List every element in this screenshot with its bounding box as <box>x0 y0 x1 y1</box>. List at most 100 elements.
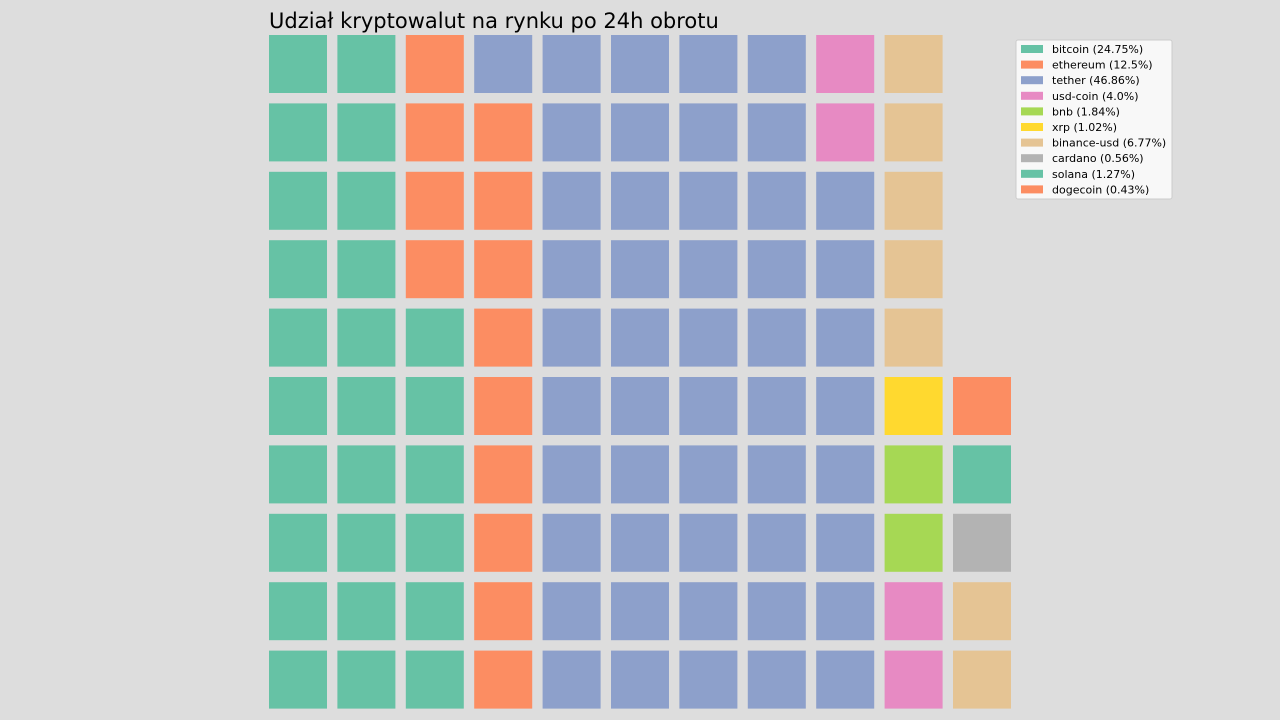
waffle-cell-bitcoin <box>337 240 396 299</box>
waffle-cell-bitcoin <box>405 650 464 709</box>
waffle-cell-usd-coin <box>816 103 875 162</box>
waffle-cell-bnb <box>884 445 943 504</box>
waffle-cell-binance-usd <box>953 650 1011 709</box>
legend-swatch-usd-coin <box>1021 91 1043 100</box>
waffle-cell-tether <box>816 240 875 299</box>
legend-label-bnb: bnb (1.84%) <box>1052 105 1120 118</box>
waffle-cell-bitcoin <box>269 103 327 162</box>
waffle-cell-solana <box>953 445 1011 504</box>
waffle-cell-tether <box>542 513 601 572</box>
waffle-cell-tether <box>611 103 669 162</box>
waffle-cell-binance-usd <box>953 582 1011 641</box>
waffle-cell-tether <box>611 650 669 709</box>
waffle-cell-ethereum <box>405 103 464 162</box>
legend-label-bitcoin: bitcoin (24.75%) <box>1052 43 1143 56</box>
legend-label-usd-coin: usd-coin (4.0%) <box>1052 90 1139 103</box>
waffle-cell-tether <box>542 308 601 367</box>
waffle-cell-tether <box>816 171 875 230</box>
waffle-cell-binance-usd <box>884 171 943 230</box>
waffle-cell-ethereum <box>405 171 464 230</box>
waffle-cell-bitcoin <box>269 582 327 641</box>
waffle-cell-bitcoin <box>405 308 464 367</box>
waffle-cell-binance-usd <box>884 103 943 162</box>
waffle-cell-tether <box>747 650 806 709</box>
legend-swatch-cardano <box>1021 154 1043 163</box>
legend-label-binance-usd: binance-usd (6.77%) <box>1052 137 1166 150</box>
legend-label-xrp: xrp (1.02%) <box>1052 121 1117 134</box>
waffle-cell-bitcoin <box>405 377 464 435</box>
waffle-cell-bitcoin <box>269 513 327 572</box>
legend-items: bitcoin (24.75%) ethereum (12.5%) tether (… <box>1021 43 1166 196</box>
waffle-cell-tether <box>679 445 738 504</box>
waffle-cell-bitcoin <box>337 171 396 230</box>
chart-title: Udział kryptowalut na rynku po 24h obrot… <box>269 9 719 33</box>
waffle-cell-tether <box>542 35 601 93</box>
waffle-cell-tether <box>611 377 669 435</box>
legend-swatch-binance-usd <box>1021 138 1043 147</box>
waffle-cell-bitcoin <box>337 445 396 504</box>
waffle-cell-ethereum <box>405 35 464 93</box>
waffle-cell-bitcoin <box>269 445 327 504</box>
waffle-cell-tether <box>679 513 738 572</box>
waffle-cell-tether <box>816 308 875 367</box>
legend-swatch-tether <box>1021 76 1043 85</box>
waffle-cell-tether <box>474 35 533 93</box>
waffle-cell-tether <box>611 171 669 230</box>
legend-swatch-bitcoin <box>1021 45 1043 53</box>
waffle-cell-tether <box>542 650 601 709</box>
waffle-cell-tether <box>611 240 669 299</box>
waffle-cell-tether <box>679 240 738 299</box>
waffle-cell-bitcoin <box>337 308 396 367</box>
legend-label-ethereum: ethereum (12.5%) <box>1052 59 1153 72</box>
waffle-cell-tether <box>542 171 601 230</box>
waffle-cell-tether <box>679 103 738 162</box>
waffle-cell-binance-usd <box>884 308 943 367</box>
waffle-cell-bitcoin <box>405 445 464 504</box>
waffle-cell-bitcoin <box>337 650 396 709</box>
waffle-cell-tether <box>816 445 875 504</box>
waffle-cell-bitcoin <box>337 513 396 572</box>
waffle-cell-ethereum <box>474 513 533 572</box>
waffle-cell-ethereum <box>474 240 533 299</box>
waffle-cell-tether <box>679 308 738 367</box>
waffle-cell-ethereum <box>474 582 533 641</box>
waffle-cell-tether <box>816 377 875 435</box>
waffle-cell-bitcoin <box>405 513 464 572</box>
legend-label-dogecoin: dogecoin (0.43%) <box>1052 183 1149 196</box>
waffle-cell-bitcoin <box>269 35 327 93</box>
legend-label-cardano: cardano (0.56%) <box>1052 152 1144 165</box>
waffle-cell-tether <box>747 35 806 93</box>
waffle-cell-usd-coin <box>884 650 943 709</box>
waffle-cell-tether <box>747 171 806 230</box>
waffle-cell-cardano <box>953 513 1011 572</box>
waffle-cell-tether <box>747 513 806 572</box>
waffle-cell-bitcoin <box>337 103 396 162</box>
waffle-cell-usd-coin <box>884 582 943 641</box>
waffle-cell-ethereum <box>474 377 533 435</box>
waffle-cell-bitcoin <box>269 240 327 299</box>
waffle-cell-binance-usd <box>884 35 943 93</box>
waffle-cell-tether <box>611 582 669 641</box>
waffle-cell-bitcoin <box>405 582 464 641</box>
waffle-cell-ethereum <box>474 171 533 230</box>
waffle-cell-binance-usd <box>884 240 943 299</box>
waffle-cell-ethereum <box>474 308 533 367</box>
waffle-cell-tether <box>816 650 875 709</box>
waffle-cells <box>269 35 1011 709</box>
waffle-cell-tether <box>542 377 601 435</box>
waffle-cell-tether <box>542 103 601 162</box>
waffle-cell-bitcoin <box>269 171 327 230</box>
waffle-cell-tether <box>679 650 738 709</box>
waffle-cell-tether <box>747 582 806 641</box>
waffle-cell-bitcoin <box>269 377 327 435</box>
waffle-cell-usd-coin <box>816 35 875 93</box>
legend-frame <box>1015 39 1173 200</box>
legend: bitcoin (24.75%) ethereum (12.5%) tether (… <box>1015 39 1173 200</box>
waffle-cell-tether <box>611 35 669 93</box>
legend-label-solana: solana (1.27%) <box>1052 168 1135 181</box>
waffle-cell-tether <box>611 513 669 572</box>
waffle-cell-tether <box>816 513 875 572</box>
waffle-cell-tether <box>679 171 738 230</box>
legend-swatch-ethereum <box>1021 60 1043 69</box>
waffle-cell-xrp <box>884 377 943 435</box>
